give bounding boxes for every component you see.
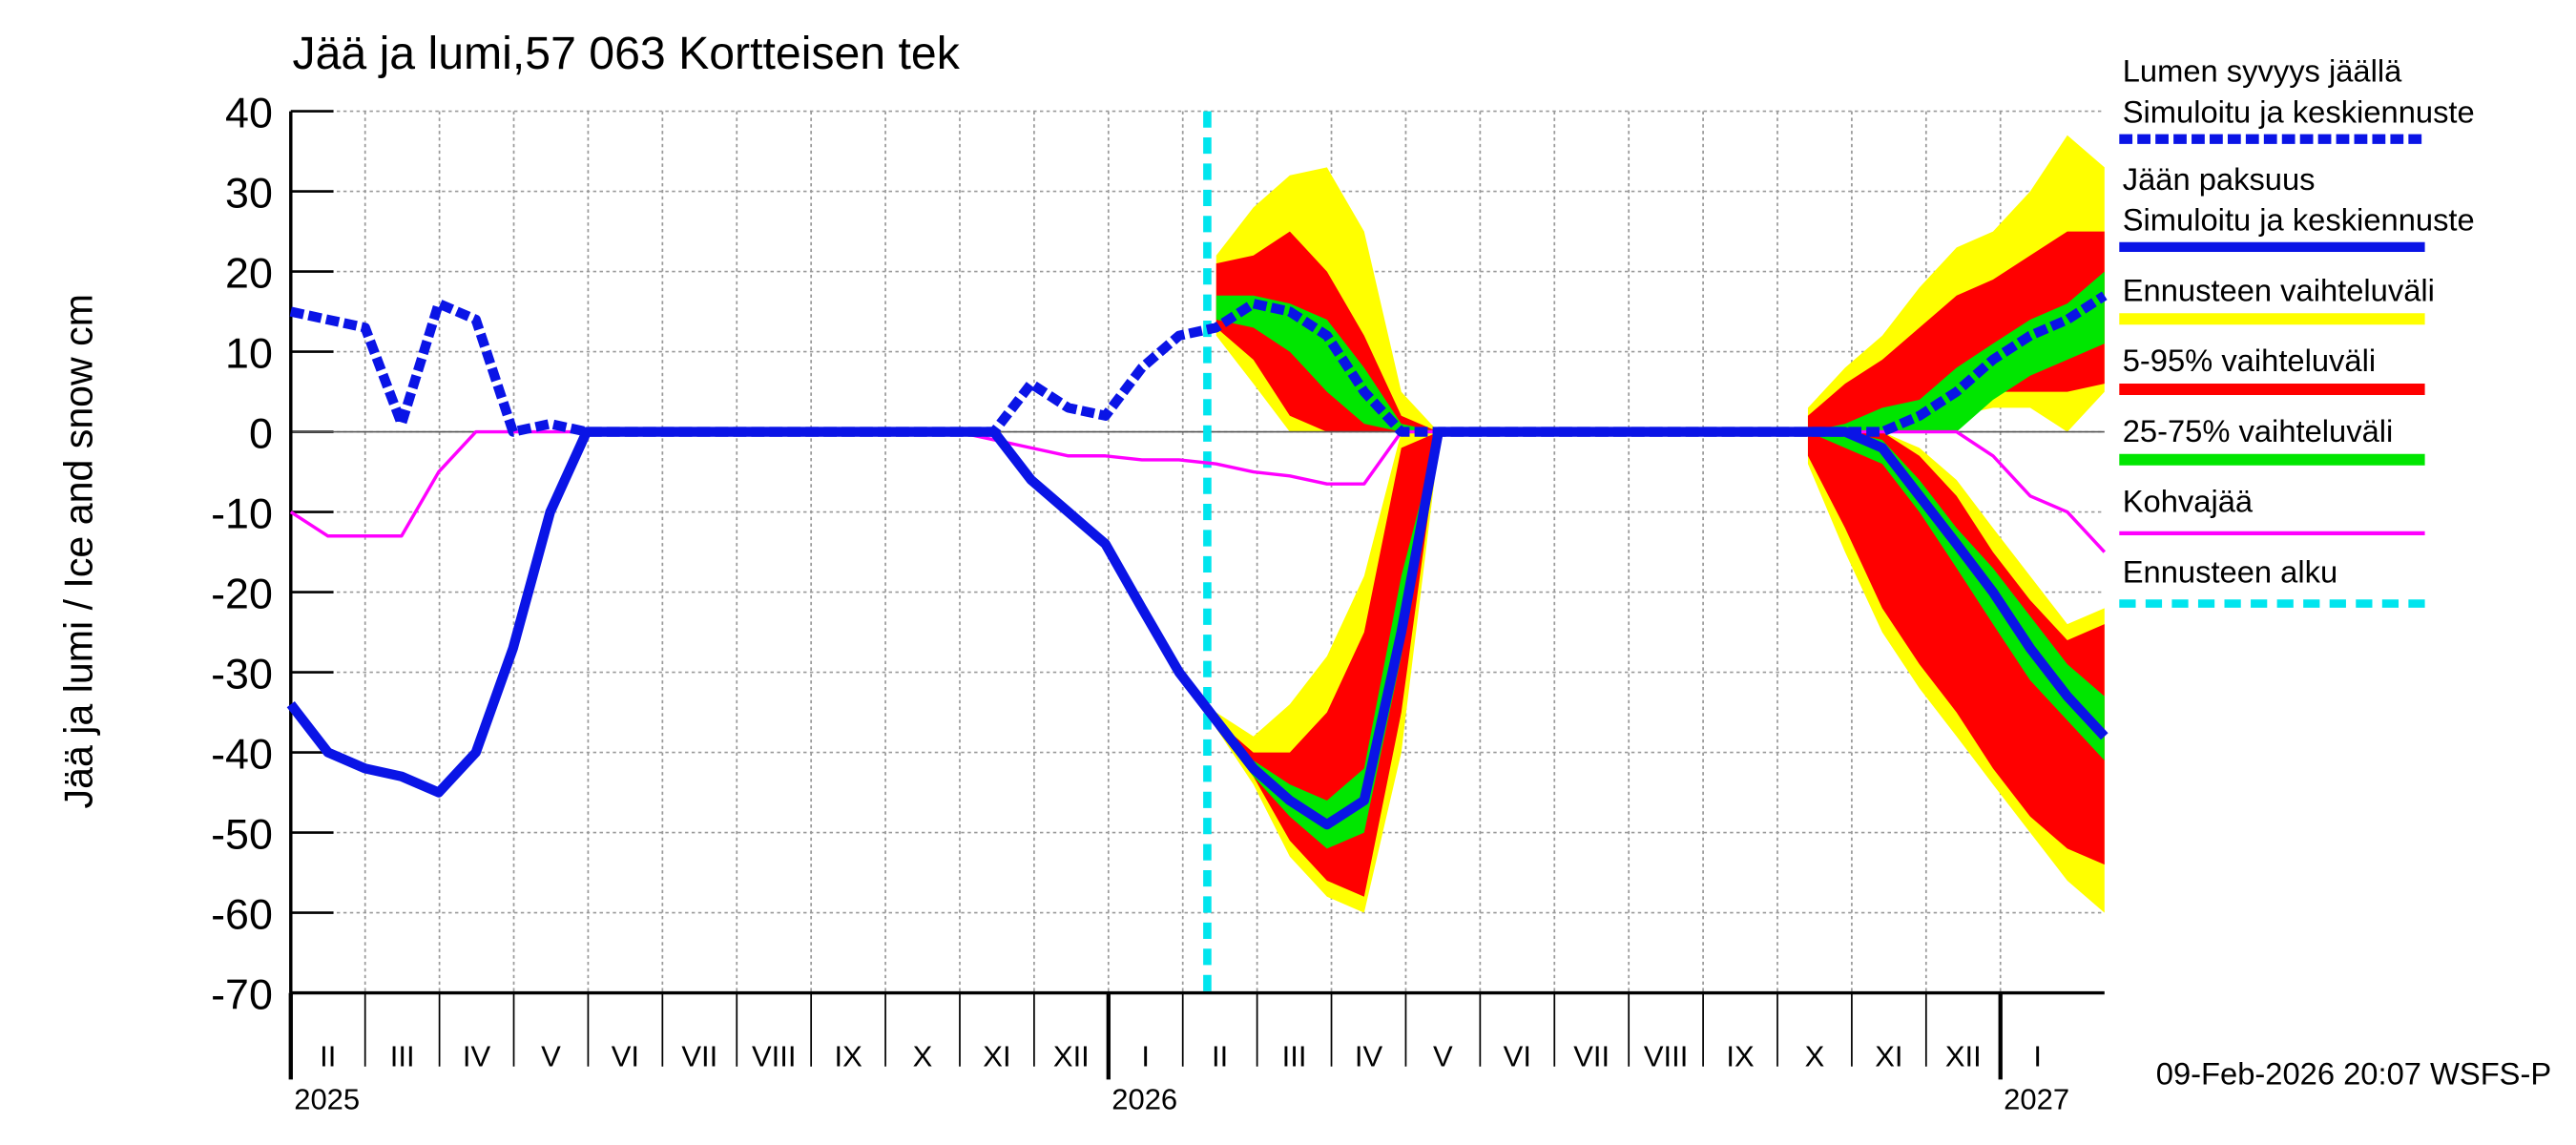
month-label: XI: [983, 1040, 1010, 1073]
month-label: IV: [463, 1040, 491, 1073]
month-label: VI: [612, 1040, 639, 1073]
month-label: XI: [1875, 1040, 1902, 1073]
y-tick-label: -10: [211, 491, 273, 538]
y-tick-label: 10: [225, 331, 273, 378]
band-area: [1215, 231, 2105, 432]
month-label: III: [390, 1040, 415, 1073]
y-tick-label: -50: [211, 812, 273, 859]
band-area: [1215, 135, 2105, 432]
month-label: IX: [1726, 1040, 1754, 1073]
legend-label: Jään paksuus: [2123, 161, 2316, 197]
series-line: [289, 291, 2108, 437]
y-tick-label: -30: [211, 652, 273, 698]
legend-label: Simuloitu ja keskiennuste: [2123, 94, 2475, 130]
legend-label: 25-75% vaihteluväli: [2123, 413, 2394, 448]
y-axis-label: Jää ja lumi / Ice and snow cm: [56, 294, 100, 808]
month-label: IV: [1355, 1040, 1383, 1073]
month-label: X: [1805, 1040, 1825, 1073]
month-label: X: [913, 1040, 933, 1073]
y-tick-label: -40: [211, 732, 273, 779]
y-tick-label: -60: [211, 892, 273, 939]
y-tick-label: -70: [211, 972, 273, 1019]
band-area: [1215, 431, 2105, 897]
month-label: III: [1282, 1040, 1307, 1073]
month-label: VI: [1504, 1040, 1531, 1073]
legend-label: Lumen syvyys jäällä: [2123, 53, 2402, 89]
y-tick-label: 0: [249, 411, 273, 458]
month-label: VII: [681, 1040, 717, 1073]
y-tick-label: 30: [225, 171, 273, 218]
footer: 09-Feb-2026 20:07 WSFS-P: [2156, 1056, 2551, 1092]
month-label: V: [541, 1040, 561, 1073]
month-label: IX: [834, 1040, 862, 1073]
month-label: VIII: [1644, 1040, 1688, 1073]
y-tick-label: 40: [225, 91, 273, 137]
legend-label: 5-95% vaihteluväli: [2123, 343, 2376, 378]
legend-label: Kohvajää: [2123, 484, 2254, 519]
month-label: VII: [1573, 1040, 1610, 1073]
month-label: V: [1433, 1040, 1453, 1073]
legend-label: Ennusteen alku: [2123, 553, 2337, 589]
year-label: 2025: [294, 1082, 360, 1115]
month-label: XII: [1053, 1040, 1090, 1073]
month-label: I: [1141, 1040, 1150, 1073]
y-tick-label: 20: [225, 251, 273, 298]
legend-label: Simuloitu ja keskiennuste: [2123, 202, 2475, 238]
year-label: 2027: [2004, 1082, 2069, 1115]
month-label: XII: [1945, 1040, 1982, 1073]
year-label: 2026: [1111, 1082, 1177, 1115]
month-label: VIII: [752, 1040, 796, 1073]
y-tick-label: -20: [211, 572, 273, 618]
month-label: II: [320, 1040, 336, 1073]
chart-title: Jää ja lumi,57 063 Kortteisen tek: [293, 28, 961, 79]
month-label: I: [2033, 1040, 2042, 1073]
month-label: II: [1212, 1040, 1228, 1073]
legend-label: Ennusteen vaihteluväli: [2123, 272, 2435, 307]
